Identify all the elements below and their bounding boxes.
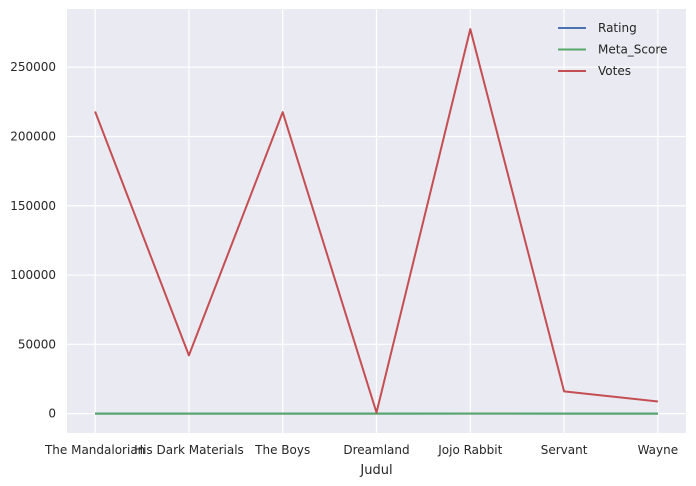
x-gridlines bbox=[94, 9, 659, 433]
y-tick-label: 200000 bbox=[10, 129, 56, 143]
series-lines bbox=[94, 28, 659, 415]
legend-label: Meta_Score bbox=[598, 43, 667, 57]
legend: Rating Meta_Score Votes bbox=[558, 21, 667, 78]
legend-label: Votes bbox=[598, 64, 631, 78]
y-tick-labels: 0 50000 100000 150000 200000 250000 bbox=[10, 60, 56, 420]
y-tick-label: 150000 bbox=[10, 199, 56, 213]
legend-label: Rating bbox=[598, 21, 637, 35]
x-tick-label: Dreamland bbox=[343, 443, 409, 457]
series-line-votes bbox=[94, 28, 659, 414]
y-tick-label: 50000 bbox=[18, 337, 56, 351]
x-tick-label: The Mandalorian bbox=[44, 443, 145, 457]
x-tick-label: The Boys bbox=[254, 443, 310, 457]
x-tick-label: His Dark Materials bbox=[134, 443, 244, 457]
x-tick-label: Jojo Rabbit bbox=[437, 443, 502, 457]
y-tick-label: 0 bbox=[48, 407, 56, 421]
y-tick-label: 100000 bbox=[10, 268, 56, 282]
x-tick-label: Wayne bbox=[638, 443, 679, 457]
y-tick-label: 250000 bbox=[10, 60, 56, 74]
x-axis-label: Judul bbox=[359, 463, 392, 478]
x-tick-label: Servant bbox=[541, 443, 588, 457]
